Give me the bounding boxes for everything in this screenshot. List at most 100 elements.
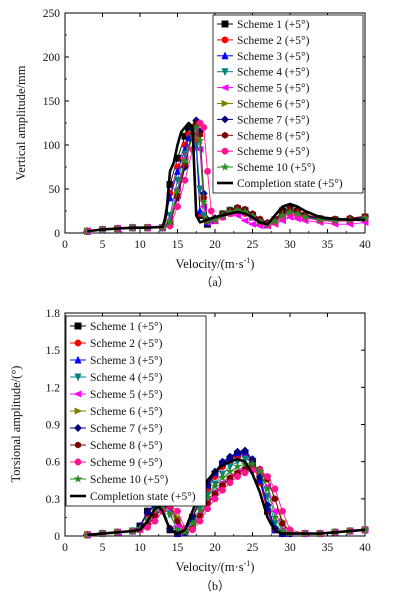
chart-a-xlabel: Velocity/(m·s-1) [176, 256, 255, 271]
data-point [200, 123, 208, 131]
y-tick-label: 50 [49, 184, 61, 196]
legend-entry: Scheme 1 (+5°) [70, 321, 163, 333]
data-point [196, 185, 204, 194]
data-point [173, 176, 182, 185]
legend-label: Scheme 9 (+5°) [237, 146, 310, 158]
legend-entry: Completion state (+5°) [217, 178, 343, 190]
series-line [87, 121, 365, 233]
data-point [187, 518, 198, 528]
legend-entry: Scheme 2 (+5°) [70, 338, 163, 350]
legend-marker [74, 355, 82, 364]
data-point [210, 481, 220, 491]
legend-marker [74, 322, 82, 330]
data-point [204, 167, 211, 175]
chart-b-ylabel: Torsional amplitude/(°) [9, 366, 23, 483]
y-tick-label: 1.2 [46, 382, 61, 394]
legend-entry: Scheme 10 (+5°) [70, 474, 168, 486]
chart-b-series [82, 446, 370, 540]
y-tick-label: 0.9 [46, 420, 61, 432]
x-tick-label: 15 [172, 542, 184, 554]
legend-entry: Scheme 9 (+5°) [217, 146, 310, 158]
data-point [189, 526, 196, 534]
data-point [191, 122, 201, 132]
legend-marker [74, 373, 82, 382]
data-point [279, 507, 286, 515]
data-point [172, 524, 183, 534]
x-tick-label: 30 [284, 239, 296, 251]
data-point [181, 176, 189, 184]
data-point [270, 507, 279, 515]
legend-label: Scheme 3 (+5°) [90, 355, 163, 367]
legend-entry: Scheme 1 (+5°) [217, 19, 310, 31]
data-point [292, 208, 303, 218]
legend-marker [220, 84, 229, 92]
y-tick-label: 150 [43, 96, 61, 108]
data-point [225, 466, 235, 476]
legend-label: Scheme 6 (+5°) [90, 406, 163, 418]
legend-marker [74, 458, 82, 466]
legend-entry: Scheme 7 (+5°) [217, 114, 310, 126]
data-point [270, 512, 280, 522]
data-point [360, 524, 370, 534]
legend-label: Scheme 4 (+5°) [90, 372, 163, 384]
legend-entry: Scheme 4 (+5°) [217, 67, 310, 79]
data-point [300, 212, 310, 222]
legend-label: Scheme 8 (+5°) [237, 130, 310, 142]
x-tick-label: 5 [100, 239, 106, 251]
legend-marker [220, 115, 230, 124]
data-point [279, 520, 286, 528]
legend-entry: Scheme 4 (+5°) [70, 372, 163, 384]
x-tick-label: 15 [172, 239, 184, 251]
data-point [247, 459, 258, 469]
data-point [174, 203, 181, 211]
legend-label: Scheme 7 (+5°) [237, 114, 310, 126]
data-point [262, 484, 273, 493]
y-tick-label: 0 [54, 531, 60, 543]
chart-b-ticks: 0 5 10 15 20 25 30 35 40 0 0.3 0.6 0.9 1.2 1.5 1.8 [46, 308, 371, 554]
legend-entry: Scheme 7 (+5°) [70, 423, 163, 435]
legend-label: Scheme 10 (+5°) [237, 162, 315, 174]
y-tick-label: 250 [43, 8, 61, 20]
legend-label: Scheme 7 (+5°) [90, 423, 163, 435]
x-tick-label: 35 [322, 542, 334, 554]
legend-entry: Completion state (+5°) [70, 491, 196, 503]
y-tick-label: 200 [43, 52, 61, 64]
legend-label: Scheme 3 (+5°) [237, 51, 310, 63]
data-point [196, 517, 204, 525]
data-point [233, 447, 242, 456]
y-tick-label: 1.5 [46, 345, 61, 357]
legend-label: Scheme 5 (+5°) [237, 83, 310, 95]
data-point [248, 220, 256, 228]
data-point [219, 486, 226, 494]
data-point [217, 472, 228, 482]
chart-a-legend: Scheme 1 (+5°) Scheme 2 (+5°) Scheme 3 (+5… [212, 14, 364, 194]
data-point [180, 155, 190, 165]
x-tick-label: 0 [62, 542, 68, 554]
legend-entry: Scheme 2 (+5°) [217, 35, 310, 47]
data-point [241, 469, 249, 477]
data-point [285, 207, 295, 216]
data-point [234, 473, 241, 480]
data-point [174, 507, 181, 515]
y-tick-label: 0.6 [46, 457, 61, 469]
legend-marker [73, 390, 82, 398]
legend-marker [221, 147, 229, 155]
legend-label: Scheme 9 (+5°) [90, 457, 163, 469]
legend-label: Scheme 10 (+5°) [90, 474, 168, 486]
y-tick-label: 1.8 [46, 308, 61, 320]
x-tick-label: 40 [359, 239, 371, 251]
data-point [165, 217, 175, 227]
legend-marker [74, 441, 82, 449]
y-tick-label: 0.3 [46, 494, 61, 506]
legend-label: Scheme 2 (+5°) [90, 338, 163, 350]
legend-label: Scheme 5 (+5°) [90, 389, 163, 401]
data-point [240, 446, 250, 455]
data-point [151, 517, 159, 525]
x-tick-label: 10 [134, 239, 146, 251]
legend-marker [221, 68, 229, 77]
x-tick-label: 30 [284, 542, 296, 554]
legend-label: Scheme 8 (+5°) [90, 440, 163, 452]
chart-a: 0 5 10 15 20 25 30 35 40 0 50 100 150 200 250 Scheme 1… [14, 8, 371, 289]
data-point [271, 495, 279, 503]
x-tick-label: 20 [209, 542, 221, 554]
